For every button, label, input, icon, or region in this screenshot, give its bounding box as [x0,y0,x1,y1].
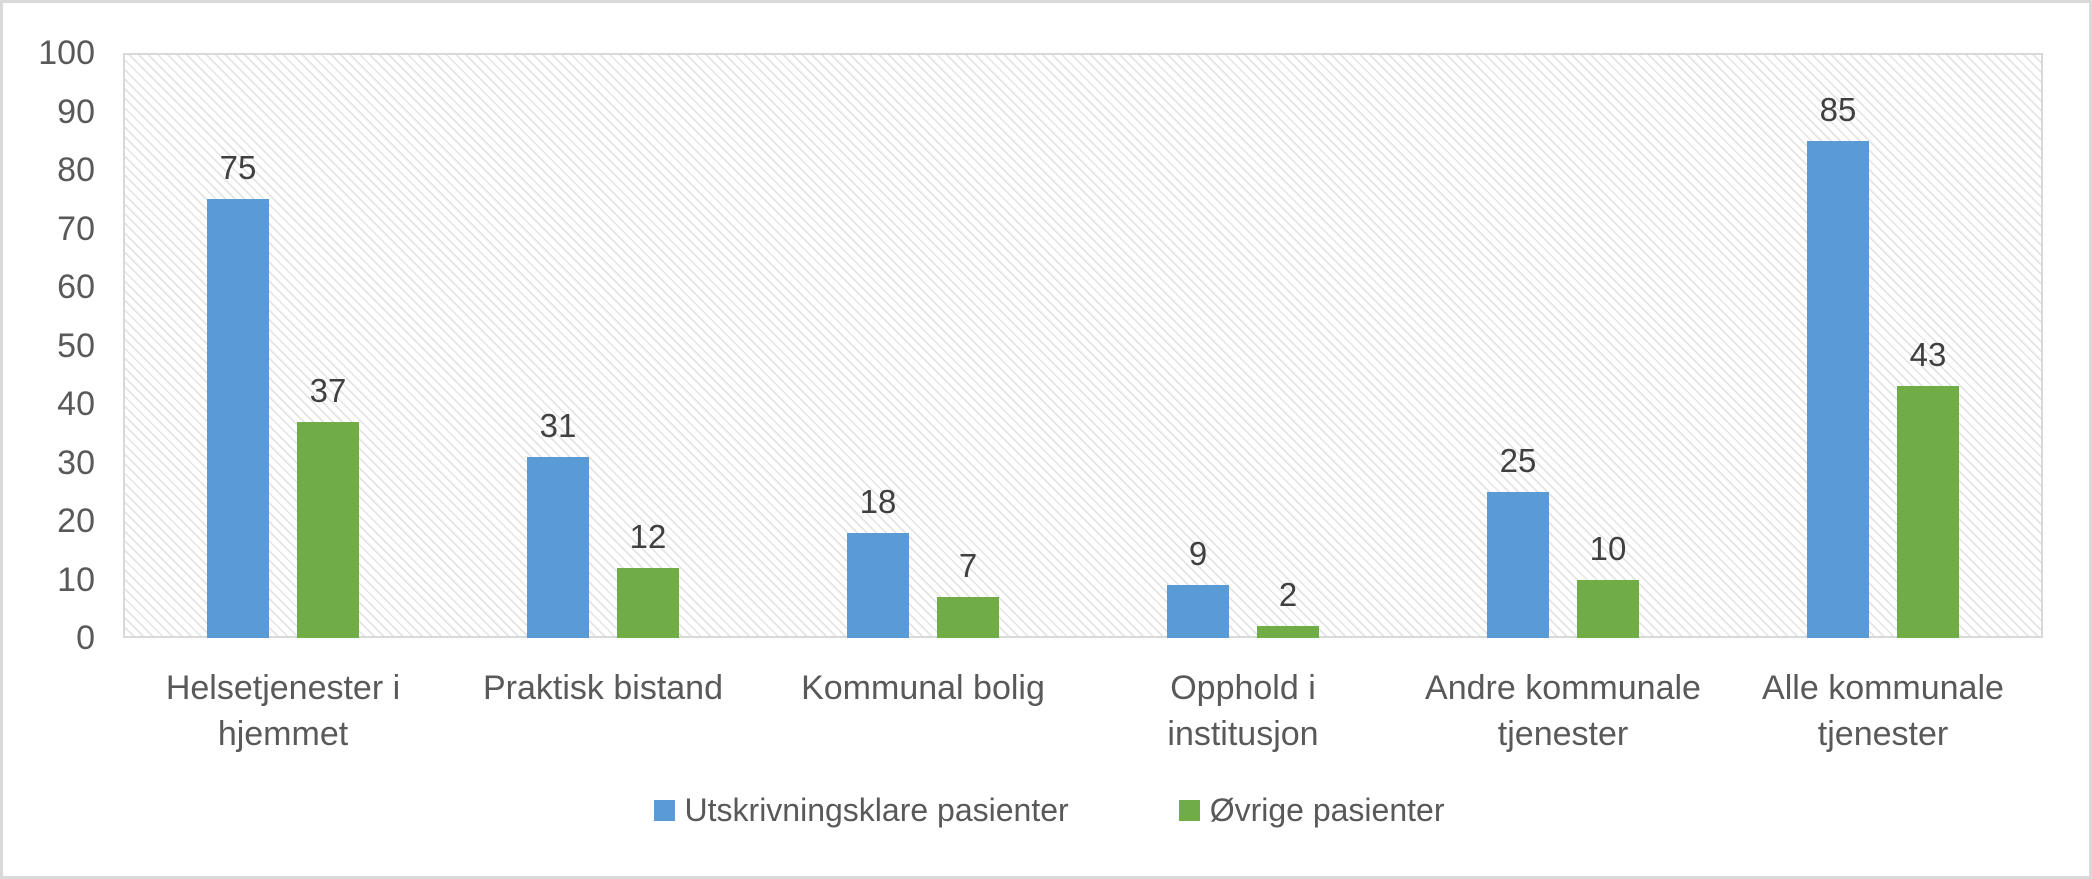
legend: Utskrivningsklare pasienter Øvrige pasien… [3,791,2092,829]
x-category-label: Kommunal bolig [801,669,1045,707]
y-tick-label: 30 [57,443,95,482]
y-tick-label: 80 [57,151,95,189]
x-category-label: Alle kommunale tjenester [1762,669,2004,753]
bar-series2 [1257,626,1319,638]
legend-item: Utskrivningsklare pasienter [653,791,1069,829]
bar-series2 [937,597,999,638]
y-tick-label: 100 [38,34,95,72]
x-category-label: Andre kommunale tjenester [1425,669,1701,753]
bar-series2 [1577,579,1639,638]
bar-value-label: 12 [629,517,667,555]
bar-value-label: 85 [1819,90,1857,128]
legend-swatch-icon [653,799,675,821]
legend-item: Øvrige pasienter [1178,791,1445,829]
y-tick-label: 90 [57,92,95,131]
plot-area [123,53,2043,638]
y-tick-label: 70 [57,209,95,248]
bar-value-label: 25 [1499,441,1537,479]
y-tick-label: 40 [57,385,95,423]
x-category-label: Helsetjenester i hjemmet [165,669,401,753]
bar-series1 [1807,140,1869,638]
bar-value-label: 31 [539,406,577,444]
bar-value-label: 75 [219,149,257,187]
y-tick-label: 0 [76,619,95,657]
bar-series2 [1897,386,1959,638]
x-category-label: Praktisk bistand [483,669,723,707]
bar-series1 [847,532,909,638]
legend-swatch-icon [1178,799,1200,821]
bar-series1 [207,199,269,638]
legend-label: Øvrige pasienter [1209,792,1445,828]
bar-series1 [527,456,589,638]
bar-value-label: 2 [1278,576,1298,614]
y-tick-label: 20 [57,502,95,540]
bar-series2 [617,567,679,638]
bar-value-label: 37 [309,371,347,409]
bar-value-label: 43 [1909,336,1947,374]
y-tick-label: 50 [57,326,95,365]
bar-value-label: 18 [859,482,897,520]
bar-series1 [1487,491,1549,638]
bar-value-label: 7 [958,547,978,585]
bar-series2 [297,421,359,638]
bar-series1 [1167,585,1229,638]
legend-label: Utskrivningsklare pasienter [684,792,1069,828]
bar-value-label: 10 [1589,529,1627,567]
y-tick-label: 60 [57,268,95,306]
x-category-label: Opphold i institusjon [1167,669,1319,753]
bar-value-label: 9 [1188,535,1208,573]
y-tick-label: 10 [57,560,95,599]
